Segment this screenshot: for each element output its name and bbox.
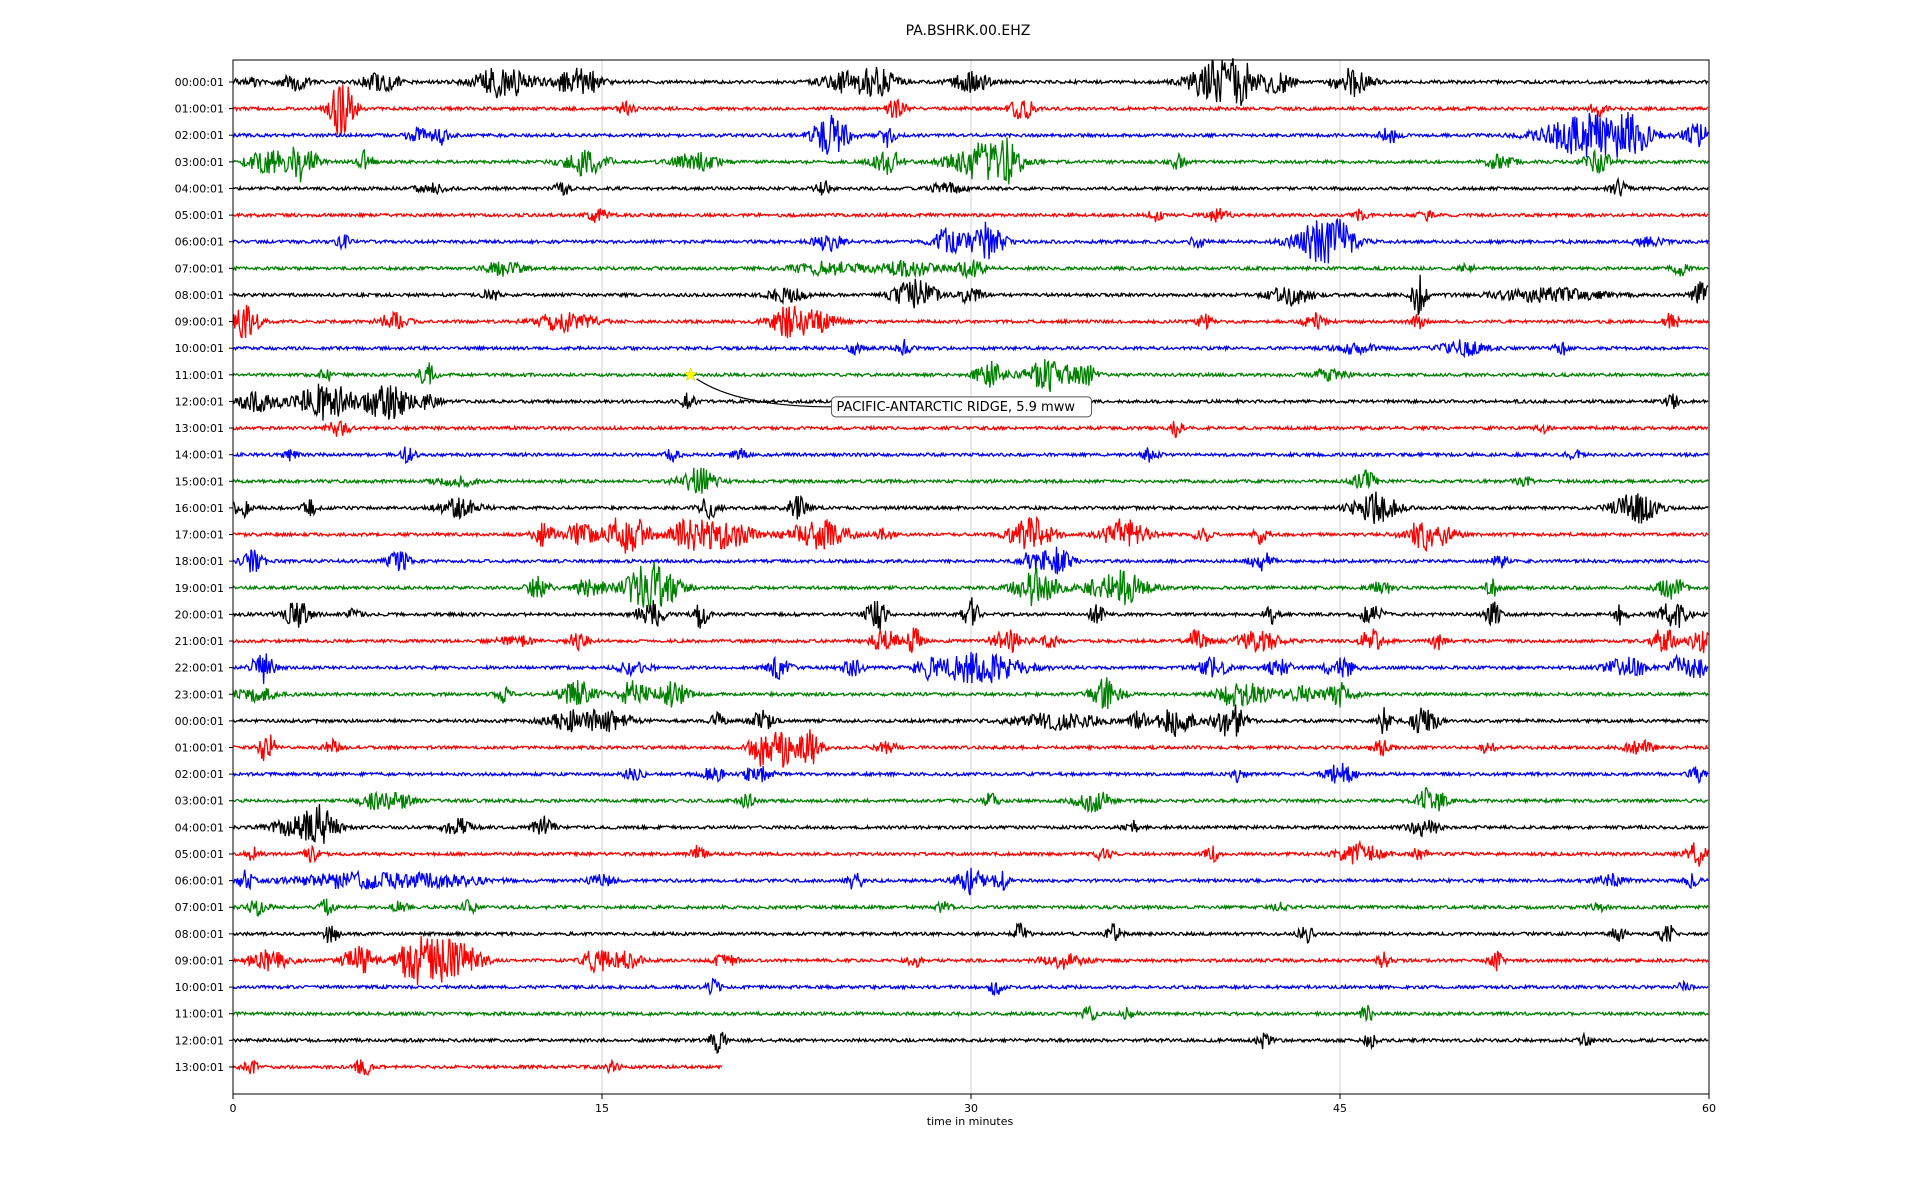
x-tick-label: 45 <box>1333 1102 1347 1115</box>
row-time-label: 01:00:01 <box>175 742 224 755</box>
row-time-label: 21:00:01 <box>175 635 224 648</box>
row-time-label: 11:00:01 <box>175 1008 224 1021</box>
row-time-label: 04:00:01 <box>175 821 224 834</box>
row-time-label: 17:00:01 <box>175 529 224 542</box>
trace-row-10 <box>232 339 1709 359</box>
row-time-label: 20:00:01 <box>175 608 224 621</box>
trace-row-30 <box>232 867 1709 896</box>
trace-row-24 <box>232 704 1709 737</box>
trace-row-25 <box>232 729 1709 768</box>
trace-row-4 <box>232 176 1709 197</box>
annotation-box <box>831 396 1093 418</box>
trace-row-36 <box>232 1031 1709 1054</box>
trace-row-20 <box>232 597 1709 631</box>
trace-row-7 <box>232 259 1709 280</box>
row-time-label: 14:00:01 <box>175 449 224 462</box>
trace-row-2 <box>232 111 1709 158</box>
trace-row-29 <box>232 839 1709 867</box>
trace-row-37 <box>232 1058 723 1076</box>
trace-row-21 <box>232 627 1709 654</box>
row-time-label: 15:00:01 <box>175 475 224 488</box>
trace-row-6 <box>232 217 1709 264</box>
trace-row-35 <box>232 1004 1709 1023</box>
row-time-label: 02:00:01 <box>175 768 224 781</box>
trace-row-5 <box>232 208 1709 223</box>
row-time-label: 13:00:01 <box>175 422 224 435</box>
row-time-label: 13:00:01 <box>175 1061 224 1074</box>
row-time-label: 09:00:01 <box>175 316 224 329</box>
chart-title: PA.BSHRK.00.EHZ <box>906 23 1031 39</box>
row-time-label: 00:00:01 <box>175 76 224 89</box>
trace-row-11 <box>232 359 1709 393</box>
row-time-label: 06:00:01 <box>175 875 224 888</box>
row-time-label: 07:00:01 <box>175 901 224 914</box>
x-tick-label: 15 <box>595 1102 609 1115</box>
trace-row-3 <box>232 137 1709 185</box>
trace-row-34 <box>232 977 1709 996</box>
x-axis-ticks: 0 15 30 45 60 <box>230 1094 1716 1115</box>
row-time-label: 10:00:01 <box>175 981 224 994</box>
trace-row-32 <box>233 922 1709 945</box>
annotation-arrow <box>696 378 832 408</box>
row-time-label: 05:00:01 <box>175 848 224 861</box>
row-time-label: 02:00:01 <box>175 129 224 142</box>
trace-row-17 <box>232 515 1709 554</box>
trace-row-31 <box>232 898 1709 917</box>
x-tick-label: 30 <box>964 1102 978 1115</box>
trace-row-33 <box>232 935 1709 986</box>
trace-row-13 <box>232 420 1709 438</box>
trace-row-16 <box>232 491 1709 524</box>
row-time-label: 08:00:01 <box>175 928 224 941</box>
trace-row-8 <box>232 274 1709 316</box>
row-time-label: 06:00:01 <box>175 236 224 249</box>
row-time-label: 03:00:01 <box>175 156 224 169</box>
row-time-label: 10:00:01 <box>175 342 224 355</box>
trace-row-19 <box>232 562 1709 611</box>
trace-row-28 <box>232 803 1709 844</box>
event-annotation: PACIFIC-ANTARCTIC RIDGE, 5.9 mww <box>683 367 1093 418</box>
row-time-label: 11:00:01 <box>175 369 224 382</box>
annotation-label: PACIFIC-ANTARCTIC RIDGE, 5.9 mww <box>837 400 1076 415</box>
row-time-label: 07:00:01 <box>175 262 224 275</box>
trace-row-26 <box>232 762 1709 785</box>
row-time-label: 23:00:01 <box>175 688 224 701</box>
trace-row-15 <box>232 467 1709 494</box>
trace-row-22 <box>232 651 1709 684</box>
trace-row-0 <box>232 58 1709 106</box>
row-time-label: 12:00:01 <box>175 395 224 408</box>
row-time-labels: 00:00:01 01:00:01 02:00:01 03:00:01 04:00:01… <box>175 76 233 1074</box>
trace-row-14 <box>232 446 1709 465</box>
row-time-label: 00:00:01 <box>175 715 224 728</box>
row-time-label: 01:00:01 <box>175 103 224 116</box>
row-time-label: 03:00:01 <box>175 795 224 808</box>
row-time-label: 19:00:01 <box>175 582 224 595</box>
row-time-label: 12:00:01 <box>175 1034 224 1047</box>
row-time-label: 04:00:01 <box>175 182 224 195</box>
trace-group <box>232 58 1709 1076</box>
trace-row-23 <box>232 677 1709 710</box>
row-time-label: 09:00:01 <box>175 954 224 967</box>
row-time-label: 18:00:01 <box>175 555 224 568</box>
trace-row-1 <box>232 84 1709 136</box>
trace-row-27 <box>232 787 1709 814</box>
x-tick-label: 60 <box>1702 1102 1716 1115</box>
x-axis-label: time in minutes <box>927 1115 1014 1128</box>
event-star-marker <box>683 367 698 382</box>
trace-row-9 <box>232 304 1709 339</box>
row-time-label: 08:00:01 <box>175 289 224 302</box>
x-tick-label: 0 <box>230 1102 237 1115</box>
row-time-label: 22:00:01 <box>175 662 224 675</box>
trace-row-18 <box>232 546 1709 575</box>
row-time-label: 16:00:01 <box>175 502 224 515</box>
row-time-label: 05:00:01 <box>175 209 224 222</box>
